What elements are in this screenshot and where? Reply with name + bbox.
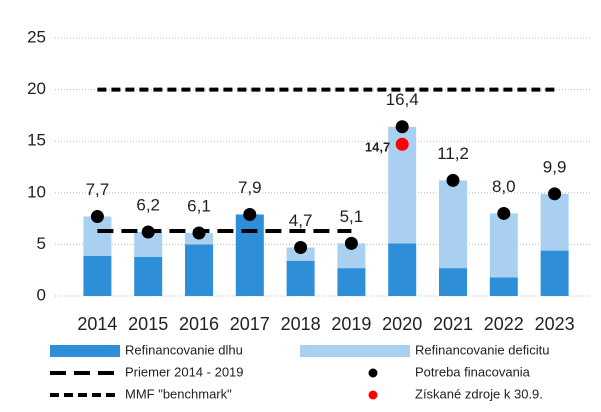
- bar: [439, 268, 467, 296]
- bar: [286, 247, 315, 261]
- dot: [446, 173, 460, 187]
- dot: [192, 226, 206, 240]
- y-tick-label: 15: [27, 131, 46, 150]
- bar: [540, 250, 569, 296]
- bar: [489, 277, 518, 296]
- dot: [548, 187, 562, 201]
- x-tick-label: 2019: [331, 314, 371, 334]
- bar: [337, 268, 366, 296]
- bar: [83, 216, 112, 256]
- data-label: 9,9: [543, 157, 567, 176]
- dot: [141, 225, 155, 239]
- bar: [235, 214, 264, 296]
- legend-swatch: [50, 345, 120, 357]
- y-tick-label: 25: [27, 27, 46, 46]
- legend-label: MMF "benchmark": [125, 386, 232, 401]
- bar: [439, 180, 467, 269]
- legend-label: Získané zdroje k 30.9.: [415, 386, 543, 401]
- x-tick-label: 2023: [535, 314, 575, 334]
- y-tick-label: 0: [37, 285, 46, 304]
- x-tick-label: 2020: [382, 314, 422, 334]
- data-label: 7,9: [238, 178, 262, 197]
- dot: [90, 210, 104, 224]
- bar: [540, 193, 569, 251]
- dot: [243, 207, 257, 221]
- legend-swatch: [368, 368, 378, 378]
- bar: [286, 260, 315, 296]
- bar: [489, 213, 518, 278]
- legend-label: Priemer 2014 - 2019: [125, 364, 244, 379]
- x-tick-label: 2018: [281, 314, 321, 334]
- data-label: 7,7: [86, 180, 110, 199]
- x-tick-label: 2022: [484, 314, 524, 334]
- bar: [185, 244, 213, 296]
- legend-label: Potreba finacovania: [415, 364, 531, 379]
- bar: [134, 256, 163, 296]
- dot: [395, 137, 409, 151]
- dot: [497, 206, 511, 220]
- data-label: 6,2: [136, 196, 160, 215]
- x-tick-label: 2017: [230, 314, 270, 334]
- data-label: 5,1: [340, 207, 364, 226]
- dot: [395, 120, 409, 134]
- x-tick-label: 2015: [128, 314, 168, 334]
- legend-label: Refinancovanie deficitu: [415, 342, 549, 357]
- data-label: 6,1: [187, 197, 211, 216]
- legend-swatch: [368, 390, 378, 400]
- x-tick-label: 2021: [433, 314, 473, 334]
- legend-label: Refinancovanie dlhu: [125, 342, 243, 357]
- data-label: 11,2: [437, 144, 469, 163]
- bar: [83, 255, 112, 296]
- data-label: 14,7: [365, 140, 390, 155]
- data-label: 4,7: [289, 211, 313, 230]
- x-tick-label: 2016: [179, 314, 219, 334]
- data-label: 8,0: [492, 177, 516, 196]
- x-tick-label: 2014: [77, 314, 117, 334]
- dot: [344, 236, 358, 250]
- y-tick-label: 5: [37, 234, 46, 253]
- y-tick-label: 20: [27, 79, 46, 98]
- legend-swatch: [300, 345, 410, 357]
- dot: [294, 240, 308, 254]
- bar: [388, 243, 417, 296]
- data-label: 16,4: [386, 90, 419, 109]
- y-tick-label: 10: [27, 182, 46, 201]
